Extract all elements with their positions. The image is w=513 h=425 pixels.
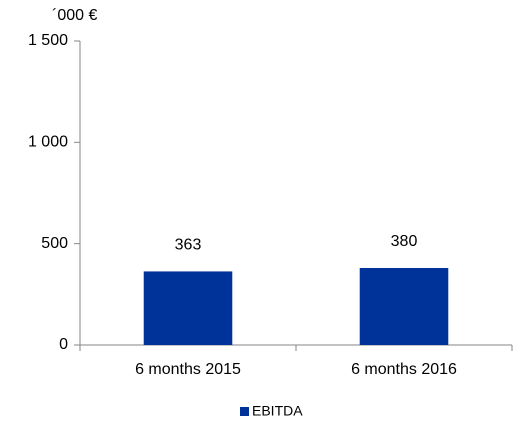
bar — [359, 267, 449, 345]
y-tick-label: 1 000 — [28, 134, 68, 151]
bar — [143, 271, 233, 345]
y-tick-label: 1 500 — [28, 32, 68, 49]
legend-label: EBITDA — [252, 403, 303, 419]
y-tick-label: 500 — [41, 235, 68, 252]
x-tick-label: 6 months 2016 — [351, 361, 457, 378]
data-label: 380 — [391, 233, 418, 250]
data-label: 363 — [175, 237, 202, 254]
y-axis-unit: ´000 € — [52, 7, 97, 24]
legend-swatch — [240, 407, 249, 416]
y-tick-label: 0 — [59, 336, 68, 353]
x-tick-label: 6 months 2015 — [135, 361, 241, 378]
